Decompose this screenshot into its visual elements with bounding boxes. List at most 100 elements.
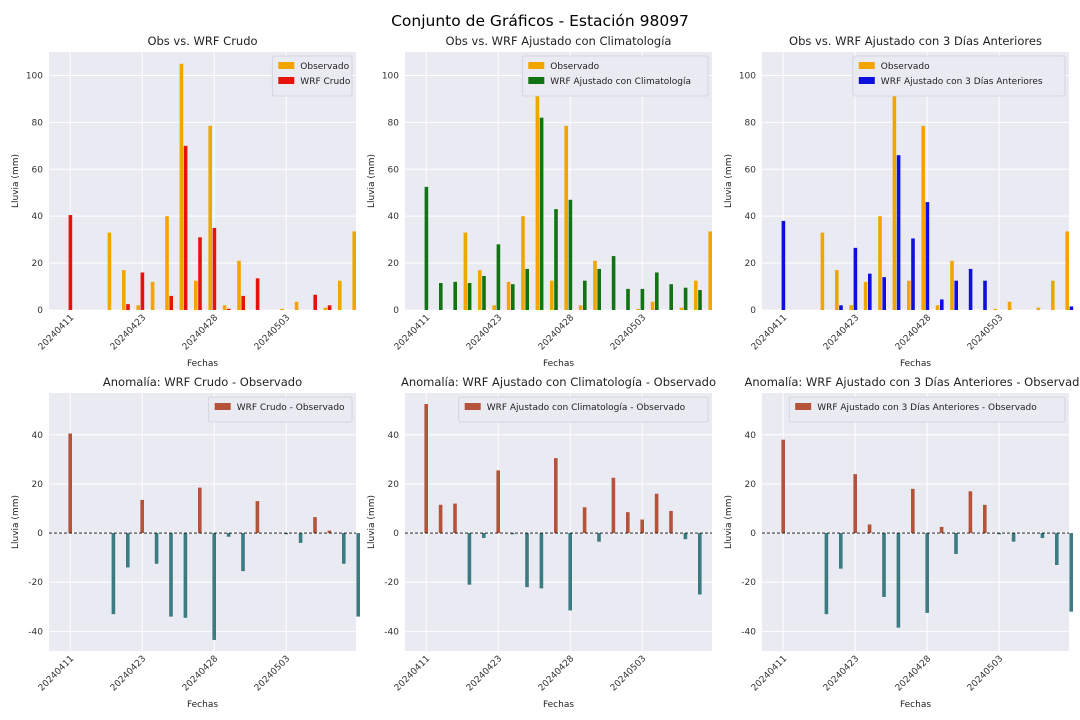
x-tick-label: 20240423 <box>822 313 861 352</box>
bar-anom_pos <box>568 533 572 611</box>
bar-observado <box>165 216 169 310</box>
bar-tres <box>954 280 958 310</box>
x-axis-label: Fechas <box>187 359 218 369</box>
bar-anom_pos <box>356 533 360 617</box>
y-tick-label: -40 <box>741 627 756 637</box>
bar-anom_pos <box>853 474 857 534</box>
figure-suptitle: Conjunto de Gráficos - Estación 98097 <box>391 12 689 30</box>
bar-observado <box>338 280 342 310</box>
y-tick-label: 0 <box>37 529 43 539</box>
y-tick-label: 0 <box>393 306 399 316</box>
x-tick-label: 20240428 <box>537 313 577 353</box>
bar-observado <box>136 305 140 310</box>
bar-crudo <box>198 237 202 310</box>
bar-observado <box>849 305 853 310</box>
bar-anom_pos <box>597 533 601 542</box>
legend-swatch <box>528 77 545 84</box>
x-axis-label: Fechas <box>187 700 218 710</box>
bar-anom_pos <box>954 533 958 554</box>
legend-box <box>788 396 1066 423</box>
y-tick-label: -40 <box>28 627 43 637</box>
bar-anom_pos <box>183 533 188 618</box>
legend-label: WRF Crudo - Observado <box>237 403 345 413</box>
bar-anom_pos <box>1069 533 1073 612</box>
bar-observado <box>506 281 511 310</box>
legend: WRF Crudo - Observado <box>208 396 353 423</box>
x-tick-label: 20240423 <box>822 654 861 693</box>
x-tick-label: 20240411 <box>37 654 76 693</box>
x-tick-label: 20240411 <box>750 654 789 693</box>
x-tick-label: 20240428 <box>537 654 577 694</box>
legend-swatch <box>858 77 875 84</box>
bar-clim <box>698 290 702 310</box>
x-tick-label: 20240428 <box>894 313 934 353</box>
y-tick-label: 0 <box>393 529 399 539</box>
bar-observado <box>679 307 684 310</box>
y-tick-label: 20 <box>32 259 44 269</box>
bar-clim <box>539 117 544 310</box>
bar-observado <box>478 270 482 310</box>
bar-tres <box>968 268 973 310</box>
x-tick-label: 20240503 <box>253 313 292 352</box>
x-axis-label: Fechas <box>543 359 574 369</box>
bar-observado <box>708 231 712 310</box>
bar-observado <box>150 281 155 310</box>
bar-tres <box>911 238 915 310</box>
bar-tres <box>896 155 901 310</box>
legend: WRF Ajustado con 3 Días Anteriores - Obs… <box>788 396 1066 423</box>
bar-anom_pos <box>1011 533 1016 542</box>
y-tick-label: 0 <box>37 306 43 316</box>
legend-label: Observado <box>300 62 349 72</box>
y-tick-label: -20 <box>384 578 399 588</box>
bar-anom_pos <box>968 491 973 534</box>
y-tick-label: 40 <box>32 431 44 441</box>
y-tick-label: 40 <box>745 431 757 441</box>
x-tick-label: 20240503 <box>609 313 648 352</box>
bar-observado <box>921 125 925 310</box>
bar-observado <box>535 63 540 311</box>
y-tick-label: 80 <box>388 118 400 128</box>
bar-clim <box>669 284 673 310</box>
y-tick-label: -20 <box>28 578 43 588</box>
bar-observado <box>194 280 198 310</box>
bar-observado <box>550 280 554 310</box>
panel-title: Anomalía: WRF Ajustado con 3 Días Anteri… <box>745 375 1080 389</box>
bar-observado <box>907 280 911 310</box>
x-tick-label: 20240423 <box>465 313 504 352</box>
bar-observado <box>593 260 597 310</box>
panel-title: Obs vs. WRF Crudo <box>147 34 257 48</box>
legend-swatch <box>795 403 812 410</box>
bar-anom_pos <box>453 503 457 534</box>
y-tick-label: 100 <box>26 71 43 81</box>
plot-area <box>405 393 712 651</box>
bar-tres <box>853 247 858 310</box>
bar-clim <box>640 288 645 310</box>
legend: Observado WRF Crudo <box>271 55 353 97</box>
y-tick-label: 0 <box>750 306 756 316</box>
legend-swatch <box>214 403 231 410</box>
y-tick-label: 100 <box>382 71 399 81</box>
bar-observado <box>237 260 241 310</box>
x-tick-label: 20240411 <box>393 654 432 693</box>
bar-clim <box>683 287 688 310</box>
bar-clim <box>439 283 443 310</box>
bar-crudo <box>313 294 317 310</box>
bar-anom_pos <box>683 533 688 540</box>
x-tick-label: 20240411 <box>393 313 432 352</box>
bar-observado <box>492 305 496 310</box>
panels: 0 20 40 60 80 100 20240411 20240423 20240428 2024… <box>11 34 1080 710</box>
legend-swatch <box>858 62 875 69</box>
bar-anom_pos <box>997 533 1001 535</box>
bar-clim <box>525 268 529 310</box>
legend-label: Observado <box>881 62 930 72</box>
x-tick-label: 20240423 <box>109 313 148 352</box>
y-tick-label: 20 <box>745 259 757 269</box>
bar-anom_pos <box>781 439 785 534</box>
bar-observado <box>222 305 227 310</box>
bar-tres <box>983 280 987 310</box>
y-tick-label: -20 <box>741 578 756 588</box>
bar-anom_pos <box>327 530 332 534</box>
bar-anom_pos <box>698 533 702 595</box>
x-tick-label: 20240503 <box>966 313 1005 352</box>
legend-swatch <box>278 77 295 84</box>
